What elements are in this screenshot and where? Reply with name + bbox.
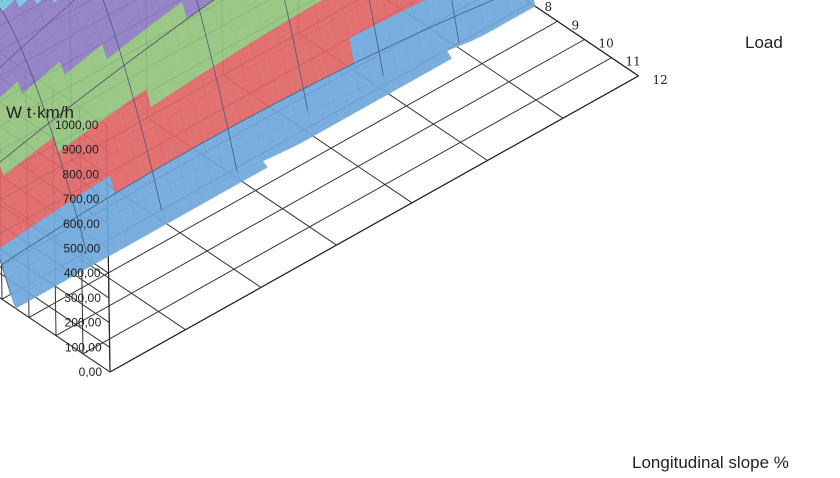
- y-tick-label: 9: [572, 18, 580, 32]
- y-axis-title: Longitudinal slope %: [632, 453, 789, 472]
- surface-mesh-line: [0, 0, 215, 163]
- y-tick-label: 8: [545, 0, 553, 14]
- z-axis-title: W t·km/h: [6, 103, 74, 122]
- floor-gridline: [82, 57, 612, 355]
- y-tick-label: 10: [599, 37, 614, 51]
- surface-plot: [0, 0, 536, 309]
- right-floor-edge: [524, 0, 639, 77]
- surface-mesh-line: [102, 0, 163, 211]
- x-axis-title: Load: [745, 33, 783, 52]
- z-tick-label: 800,00: [62, 167, 99, 181]
- surface-mesh-line: [0, 7, 87, 251]
- z-tick-label: 500,00: [63, 242, 100, 256]
- front-floor-edge: [109, 75, 639, 373]
- z-tick-label: 0,00: [79, 365, 103, 379]
- surface-mesh-line: [0, 0, 76, 69]
- z-tick-label: 600,00: [63, 217, 100, 231]
- floor-gridline: [28, 20, 558, 318]
- surface-mesh: [0, 0, 495, 295]
- z-tick-label: 200,00: [65, 316, 102, 330]
- surface-mesh-line: [1, 0, 495, 266]
- z-tick-label: 300,00: [64, 291, 101, 305]
- surface-patch: [10, 286, 29, 309]
- z-tick-label: 100,00: [65, 340, 102, 354]
- y-tick-label: 12: [653, 73, 668, 87]
- axis-labels: 0,00 100,00 200,00 300,00 400,00 500,00 600,00…: [55, 0, 668, 379]
- surface-mesh-line: [196, 0, 238, 173]
- floor-gridline: [55, 39, 585, 337]
- z-tick-label: 1000,00: [55, 118, 99, 132]
- z-tick-label: 900,00: [62, 143, 99, 157]
- z-tick-label: 700,00: [63, 192, 100, 206]
- z-tick-label: 400,00: [64, 266, 101, 280]
- surface-mesh-line: [284, 0, 309, 111]
- y-tick-label: 11: [626, 55, 641, 69]
